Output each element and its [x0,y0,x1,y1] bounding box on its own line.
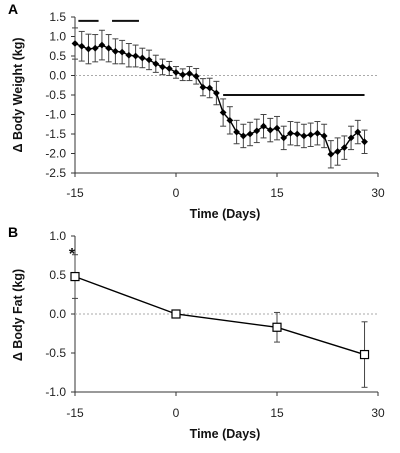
panel-a-y-tick-label: -2.0 [45,147,66,161]
panel-a-data-point [354,128,362,136]
panel-a-x-axis-label: Time (Days) [190,207,261,221]
panel-a-data-point [327,150,335,158]
panel-a-data-point [179,71,187,79]
panel-a-data-point [293,130,301,138]
panel-a-data-point [253,127,261,135]
panel-b-x-tick-label: -15 [66,406,84,420]
panel-a-data-point [138,54,146,62]
panel-a-x-tick-label: 15 [270,186,284,200]
panel-a-series-line [74,42,366,156]
panel-b-y-tick-label: 1.0 [49,229,66,243]
panel-a-y-tick-label: -1.5 [45,127,66,141]
panel-b-data-point [359,349,370,360]
panel-a-y-axis-label: Δ Body Weight (kg) [11,38,25,153]
panel-a-y-tick-label: -1.0 [45,108,66,122]
panel-b-y-tick-label: -0.5 [45,346,66,360]
panel-a-data-point [172,68,180,76]
panel-a-data-point [85,45,92,53]
panel-a-data-point [233,128,240,136]
panel-a-data-point [226,116,234,124]
panel-a-data-point [219,109,227,116]
panel-a-data-point [192,72,200,80]
panel-a-chart: A Δ Body Weight (kg) Time (Days) 1.5 1.0… [8,1,385,221]
panel-a-label: A [8,1,18,17]
panel-a-data-point [199,83,207,91]
panel-a-data-point [71,40,79,47]
panel-a-data-point [112,47,119,55]
panel-a-y-tick-label: 1.0 [49,30,66,44]
panel-b-y-tick-label: 0.0 [49,307,66,321]
panel-a-plot-area [71,16,379,177]
panel-b-x-tick-label: 15 [270,406,284,420]
panel-b-y-tick-label: -1.0 [45,385,66,399]
panel-a-y-tick-label: 1.5 [49,10,66,24]
panel-a-data-point [125,51,133,59]
panel-b-data-point [171,309,181,319]
panel-b-label: B [8,224,18,240]
panel-a-x-tick-label: 30 [371,186,385,200]
panel-a-y-tick-label: 0.5 [49,49,66,63]
panel-a-x-tick-label: -15 [66,186,84,200]
panel-b-y-tick-label: 0.5 [49,268,66,282]
panel-b-x-tick-label: 30 [371,406,385,420]
panel-a-data-point [307,131,315,139]
panel-a-data-point [206,84,214,92]
panel-a-y-tick-label: -0.5 [45,88,66,102]
panel-a-data-point [314,129,321,137]
panel-a-data-point [246,130,254,138]
panel-b-x-tick-label: 0 [173,406,180,420]
panel-a-data-point [260,122,267,130]
panel-a-data-point [266,126,274,134]
panel-a-data-point [213,89,220,97]
panel-b-data-point [70,271,80,282]
panel-a-data-point [347,134,355,142]
panel-a-data-point [273,124,281,132]
panel-a-data-point [105,44,113,52]
panel-b-data-point [272,322,282,332]
panel-a-data-point [165,65,173,72]
panel-a-x-tick-label: 0 [173,186,180,200]
panel-a-data-point [159,63,166,71]
panel-a-data-point [239,132,247,140]
panel-b-x-axis-label: Time (Days) [190,427,261,441]
panel-a-data-point [320,132,328,140]
panel-a-data-point [98,41,106,49]
panel-a-ticks: 1.5 1.0 0.5 0.0 -0.5 -1.0 -1.5 -2.0 -2.5… [45,10,385,200]
panel-a-data-point [280,134,288,142]
panel-a-data-point [361,138,368,146]
panel-a-data-point [340,144,348,152]
panel-a-data-point [132,52,139,60]
panel-a-data-point [186,70,193,77]
panel-a-data-point [78,42,86,50]
panel-b-y-axis-label: Δ Body Fat (kg) [11,269,25,361]
panel-b-plot-area [70,235,379,396]
panel-a-data-point [91,44,99,52]
panel-a-data-point [287,129,294,137]
panel-b-ticks: 1.0 0.5 0.0 -0.5 -1.0 -15 0 15 30 [45,229,385,420]
panel-a-data-point [300,132,308,140]
panel-a-data-point [334,148,341,155]
panel-a-y-tick-label: -2.5 [45,166,66,180]
panel-a-data-point [152,60,160,68]
panel-b-series-line [74,275,365,356]
panel-b-chart: B Δ Body Fat (kg) Time (Days) 1.0 0.5 0.… [8,224,385,441]
panel-a-y-tick-label: 0.0 [49,69,66,83]
panel-a-data-point [145,56,153,64]
panel-a-data-point [118,48,126,56]
